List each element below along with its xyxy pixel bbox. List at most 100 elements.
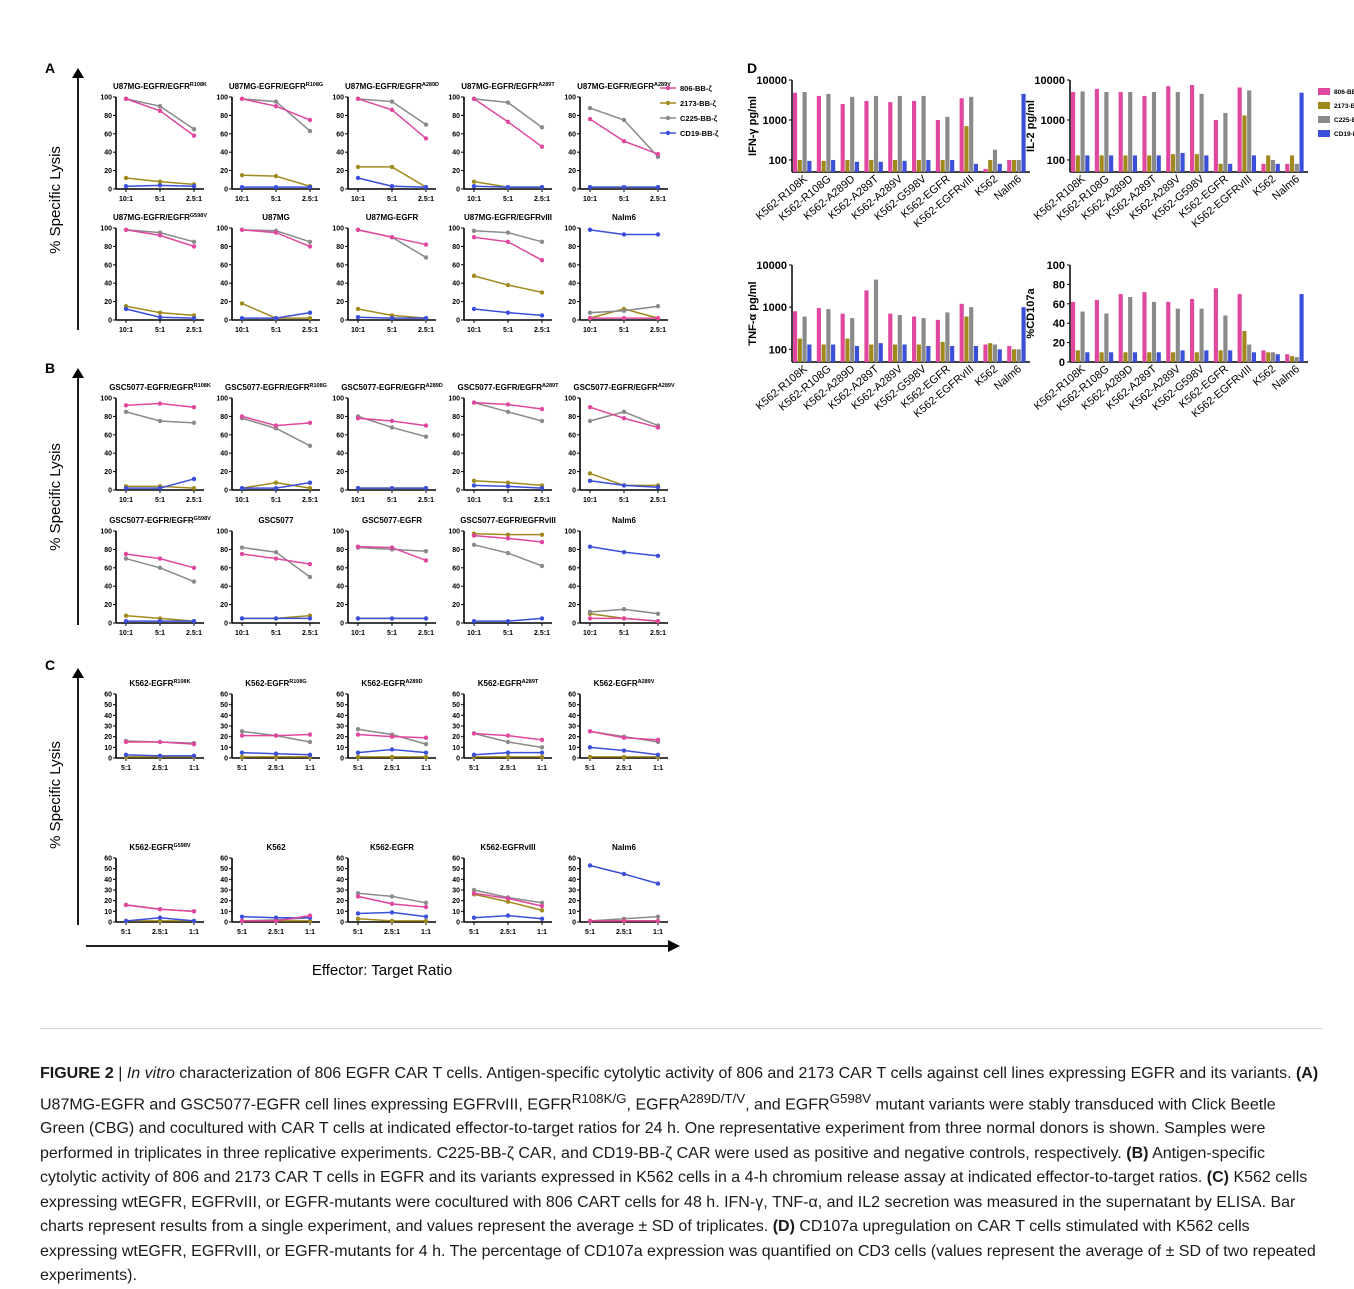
plot-title-sup: G598V <box>194 516 211 522</box>
data-point-806 <box>539 903 545 909</box>
data-point-cd19 <box>273 315 279 321</box>
data-point-2173 <box>389 918 395 924</box>
data-point-cd19 <box>389 485 395 491</box>
bar-cd19 <box>878 161 883 172</box>
bar-cd19 <box>1132 352 1138 362</box>
y-tick-label: 60 <box>336 692 344 699</box>
bar-2173 <box>845 338 850 362</box>
bar-cd19 <box>997 349 1002 362</box>
y-tick-label: 0 <box>108 488 112 495</box>
bar-2173 <box>1194 352 1199 362</box>
legend-marker <box>665 115 671 121</box>
data-point-cd19 <box>355 175 361 181</box>
data-point-c225 <box>157 418 163 424</box>
y-tick-label: 20 <box>336 734 344 741</box>
y-tick-label: 60 <box>220 432 228 439</box>
legend-d-swatch <box>1318 116 1330 123</box>
bar-806 <box>1190 298 1195 362</box>
data-point-806 <box>655 918 661 924</box>
panel-b-plot-2: GSC5077-EGFR/EGFRR108G 0 20 40 60 80 100 10:1 5:… <box>216 383 327 504</box>
bar-806 <box>840 313 845 362</box>
data-point-806 <box>471 400 477 405</box>
panel-a-plot-5: U87MG-EGFR/EGFRA289V 0 20 40 60 80 100 10:1 5:1 2… <box>564 82 671 203</box>
data-point-cd19 <box>239 616 245 621</box>
legend-d-swatch <box>1318 88 1330 95</box>
bar-c225 <box>921 95 926 172</box>
y-tick-label: 100 <box>216 396 228 403</box>
x-tick-label: 5:1 <box>353 929 363 936</box>
bar-cd19 <box>1109 155 1114 172</box>
data-point-c225 <box>191 239 197 244</box>
y-tick-label: 10 <box>104 745 112 752</box>
bar-2173 <box>821 160 826 172</box>
x-tick-label: 2.5:1 <box>384 929 400 936</box>
data-point-2173 <box>505 282 511 288</box>
data-point-806 <box>307 732 313 737</box>
y-tick-label: 40 <box>568 150 576 157</box>
y-tick-label: 40 <box>220 150 228 157</box>
x-tick-label: 5:1 <box>619 327 629 334</box>
y-tick-label: 20 <box>452 168 460 175</box>
data-point-806 <box>355 227 361 233</box>
y-tick-label: 40 <box>568 877 576 884</box>
bar-806 <box>1213 288 1218 362</box>
x-tick-label: 5:1 <box>271 196 281 203</box>
bar-c225 <box>1223 315 1228 362</box>
x-tick-label: 2.5:1 <box>186 630 202 637</box>
legend-label: C225-BB-ζ <box>680 114 718 123</box>
plot-title: Nalm6 <box>612 213 637 222</box>
y-tick-label: 20 <box>220 469 228 476</box>
bar-2173 <box>821 344 826 362</box>
panel-c-plot-3: K562-EGFRA289D 0 10 20 30 40 50 60 5:1 2.5:1 1:1 <box>336 679 436 772</box>
y-tick-label: 60 <box>568 565 576 572</box>
plot-title-sup: A289D <box>426 383 443 389</box>
data-point-cd19 <box>307 480 313 485</box>
data-point-cd19 <box>539 485 545 491</box>
bar-cd19 <box>807 344 812 362</box>
data-point-cd19 <box>123 618 129 624</box>
data-point-806 <box>157 907 163 912</box>
data-point-c225 <box>539 125 545 130</box>
y-tick-label: 0 <box>108 621 112 628</box>
data-point-806 <box>157 401 163 406</box>
bar-plot-1: IFN-γ pg/ml100100010000K562-R108KK562-R1… <box>747 75 1030 230</box>
bar-c225 <box>1199 93 1204 172</box>
panel-c-plot-6: K562-EGFRG598V 0 10 20 30 40 50 60 5:1 2.5:1 1:1 <box>104 843 204 936</box>
plot-title: U87MG <box>262 213 290 222</box>
y-tick-label: 100 <box>564 95 576 102</box>
data-point-806 <box>157 556 163 561</box>
y-tick-label: 60 <box>220 565 228 572</box>
x-tick-label: 5:1 <box>271 327 281 334</box>
plot-title-sup: A289T <box>538 82 555 88</box>
y-tick-label: 40 <box>336 713 344 720</box>
y-tick-label: 0 <box>456 187 460 194</box>
data-point-cd19 <box>505 618 511 624</box>
x-tick-label: 1:1 <box>305 929 315 936</box>
bar-806 <box>983 344 988 362</box>
bar-category-label: Nalm6 <box>1270 173 1302 203</box>
y-tick-label: 0 <box>224 187 228 194</box>
bar-806 <box>1118 294 1123 362</box>
y-tick-label: 20 <box>104 168 112 175</box>
panel-c-plot-5: K562-EGFRA289V 0 10 20 30 40 50 60 5:1 2.5:1 1:1 <box>568 679 668 772</box>
bar-2173 <box>1242 115 1247 172</box>
y-tick-label: 60 <box>220 262 228 269</box>
bar-2173 <box>1170 154 1176 172</box>
data-point-806 <box>587 315 593 321</box>
plot-title: U87MG-EGFR/EGFRvIII <box>464 213 552 222</box>
bar-c225 <box>992 149 998 172</box>
bar-806 <box>1142 292 1147 362</box>
x-tick-label: 5:1 <box>237 929 247 936</box>
panel-a-plot-9: U87MG-EGFR/EGFRvIII 0 20 40 60 80 100 10:1 5:1 2.… <box>448 213 552 334</box>
panel-label-c: C <box>45 657 55 673</box>
y-tick-label: 80 <box>336 244 344 251</box>
y-tick-label: 80 <box>452 547 460 554</box>
y-tick-label: 60 <box>452 565 460 572</box>
data-point-cd19 <box>273 616 279 621</box>
x-tick-label: 10:1 <box>583 630 597 637</box>
data-point-cd19 <box>307 616 313 621</box>
y-axis-label-b: % Specific Lysis <box>47 443 64 551</box>
bar-2173 <box>964 316 969 362</box>
bar-806 <box>1094 88 1099 172</box>
